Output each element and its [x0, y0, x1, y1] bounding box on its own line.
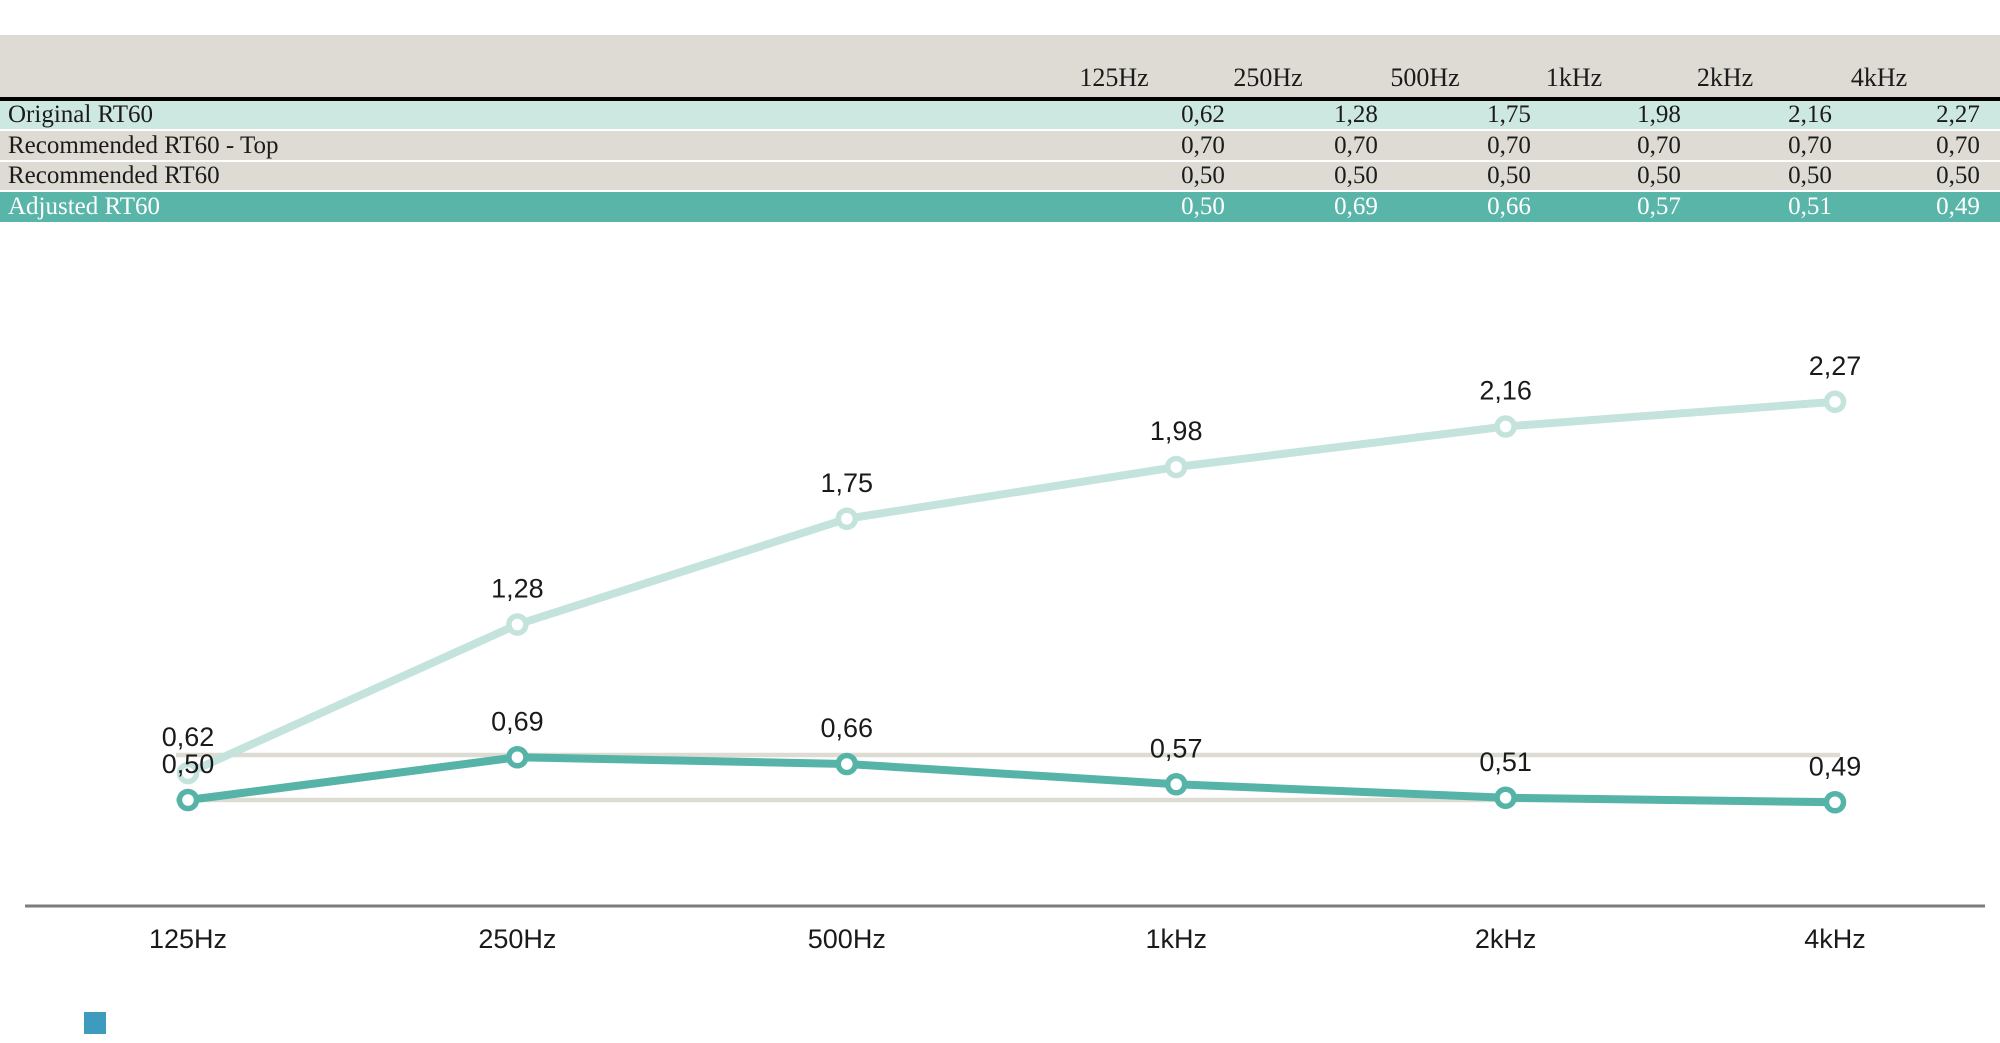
cell-value[interactable]: 0,70	[1181, 131, 1225, 159]
cell-value[interactable]: 0,70	[1334, 131, 1378, 159]
data-point-adjusted-rt60	[1164, 773, 1188, 796]
x-axis-label: 2kHz	[1475, 924, 1537, 954]
x-axis-label: 250Hz	[478, 924, 556, 954]
table-row-recommended-rt60[interactable]: Recommended RT60 0,50 0,50 0,50 0,50 0,5…	[0, 162, 2000, 190]
table-header-divider	[0, 97, 2000, 101]
data-label-original-rt60: 2,16	[1479, 376, 1532, 406]
cell-value[interactable]: 0,70	[1487, 131, 1531, 159]
data-point-adjusted-rt60	[176, 788, 200, 812]
data-label-adjusted-rt60: 0,66	[821, 713, 874, 743]
cell-value[interactable]: 0,50	[1637, 162, 1681, 189]
series-line-original-rt60	[184, 397, 1839, 777]
data-point-original-rt60	[835, 507, 859, 530]
cell-value[interactable]: 0,66	[1487, 193, 1531, 220]
cell-value[interactable]: 1,75	[1487, 101, 1531, 128]
table-row-adjusted-rt60[interactable]: Adjusted RT60 0,50 0,69 0,66 0,57 0,51 0…	[0, 192, 2000, 222]
x-axis-label: 500Hz	[808, 924, 886, 954]
data-label-original-rt60: 0,62	[162, 722, 215, 752]
cell-value[interactable]: 2,16	[1788, 101, 1832, 128]
cell-value[interactable]: 0,50	[1334, 162, 1378, 189]
data-label-adjusted-rt60: 0,50	[162, 749, 215, 779]
cell-value[interactable]: 1,98	[1637, 101, 1681, 128]
data-point-adjusted-rt60	[1823, 791, 1847, 814]
bottom-left-marker	[84, 1012, 106, 1034]
table-row-original-rt60[interactable]: Original RT60 0,62 1,28 1,75 1,98 2,16 2…	[0, 101, 2000, 129]
row-label: Recommended RT60	[8, 162, 220, 189]
cell-value[interactable]: 0,70	[1788, 131, 1832, 159]
data-point-adjusted-rt60	[1494, 786, 1517, 809]
x-axis-label: 4kHz	[1804, 924, 1866, 954]
column-header-500hz: 500Hz	[1390, 63, 1460, 92]
cell-value[interactable]: 0,62	[1181, 101, 1225, 128]
cell-value[interactable]: 0,70	[1936, 131, 1980, 159]
cell-value[interactable]: 0,49	[1936, 193, 1980, 220]
data-point-original-rt60	[1494, 415, 1517, 438]
series-line-adjusted-rt60	[184, 753, 1839, 807]
cell-value[interactable]: 0,70	[1637, 131, 1681, 159]
data-label-original-rt60: 2,27	[1809, 351, 1862, 381]
column-header-250hz: 250Hz	[1233, 63, 1303, 92]
data-point-original-rt60	[506, 613, 529, 636]
data-label-original-rt60: 1,75	[821, 468, 874, 498]
cell-value[interactable]: 1,28	[1334, 101, 1378, 128]
x-axis-label: 125Hz	[149, 924, 227, 954]
data-label-adjusted-rt60: 0,57	[1150, 733, 1203, 763]
data-point-original-rt60	[1164, 455, 1188, 479]
table-header-band	[0, 35, 2000, 97]
data-point-adjusted-rt60	[835, 752, 859, 776]
row-label: Adjusted RT60	[8, 193, 160, 220]
cell-value[interactable]: 0,50	[1788, 162, 1832, 189]
row-label: Original RT60	[8, 101, 154, 128]
data-label-adjusted-rt60: 0,69	[491, 706, 544, 736]
data-label-original-rt60: 1,98	[1150, 416, 1203, 446]
cell-value[interactable]: 0,51	[1788, 193, 1832, 220]
cell-value[interactable]: 0,69	[1334, 193, 1378, 220]
cell-value[interactable]: 0,57	[1637, 193, 1681, 220]
column-header-2khz: 2kHz	[1696, 63, 1754, 92]
cell-value[interactable]: 0,50	[1181, 193, 1225, 220]
x-axis-label: 1kHz	[1145, 924, 1207, 954]
data-point-original-rt60	[1823, 390, 1847, 413]
column-header-1khz: 1kHz	[1545, 63, 1603, 92]
table-row-recommended-rt60-top[interactable]: Recommended RT60 - Top 0,70 0,70 0,70 0,…	[0, 131, 2000, 160]
data-point-original-rt60	[176, 761, 200, 785]
data-point-adjusted-rt60	[506, 746, 529, 769]
cell-value[interactable]: 0,50	[1181, 162, 1225, 189]
row-label: Recommended RT60 - Top	[8, 131, 279, 159]
cell-value[interactable]: 0,50	[1936, 162, 1980, 189]
cell-value[interactable]: 0,50	[1487, 162, 1531, 189]
cell-value[interactable]: 2,27	[1936, 101, 1980, 128]
column-header-125hz: 125Hz	[1079, 63, 1149, 92]
data-label-adjusted-rt60: 0,49	[1809, 751, 1862, 781]
data-label-original-rt60: 1,28	[491, 574, 544, 604]
data-label-adjusted-rt60: 0,51	[1479, 747, 1532, 777]
column-header-4khz: 4kHz	[1850, 63, 1908, 92]
